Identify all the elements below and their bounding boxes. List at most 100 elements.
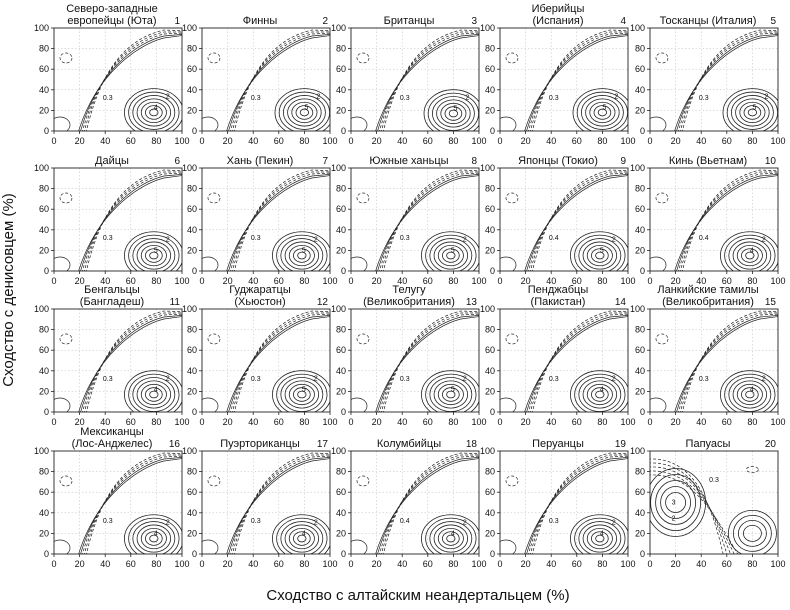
panel-frame <box>499 450 629 555</box>
panel-title: (Лос-Анджелес) <box>72 438 153 450</box>
contour-line <box>732 380 768 409</box>
panel: 0.4 2 5 0 20 40 60 80 100 0 20 40 60 80 100 9 Японцы (То… <box>480 155 636 286</box>
x-tick-label: 40 <box>248 136 258 146</box>
x-tick-label: 100 <box>174 417 189 427</box>
contour-line <box>446 534 456 543</box>
contours <box>54 169 182 271</box>
panel-frame <box>201 450 331 555</box>
contour-line <box>145 387 163 402</box>
contour-label: 5 <box>602 104 606 111</box>
contour-line <box>446 251 456 260</box>
y-tick-label: 60 <box>187 487 197 497</box>
y-tick-label: 80 <box>485 184 495 194</box>
contour-line <box>379 172 479 271</box>
contour-label: 0.3 <box>103 376 113 383</box>
panel: 0.3 2 5 0 20 40 60 80 100 0 20 40 60 80 100 3 Британцы <box>331 15 487 146</box>
contour-line <box>431 96 475 131</box>
contour-line <box>297 534 307 543</box>
contour-line <box>743 525 762 542</box>
contour-line <box>228 174 330 271</box>
contours <box>54 310 182 412</box>
contour-line <box>674 35 778 131</box>
contour-line <box>532 310 628 412</box>
panel-frame <box>649 27 779 132</box>
contours <box>650 29 778 131</box>
x-tick-label: 100 <box>322 276 337 286</box>
contour-line <box>530 31 628 131</box>
contour-line <box>678 172 778 271</box>
contour-label: 5 <box>302 248 306 255</box>
contour-line <box>132 238 176 271</box>
contour-line <box>425 373 477 412</box>
contours <box>351 29 479 131</box>
contour-line <box>280 377 324 412</box>
y-tick-label: 40 <box>336 508 346 518</box>
contour-line <box>280 521 324 554</box>
panel-number: 19 <box>615 439 627 450</box>
contour-line <box>650 462 728 554</box>
contour-line <box>232 454 330 554</box>
contour-line <box>234 169 330 271</box>
panel-number: 9 <box>620 156 626 167</box>
contour-line <box>655 333 669 345</box>
contour-line <box>574 517 626 554</box>
contour-label: 2 <box>314 237 318 244</box>
contour-label: 4 <box>600 531 604 538</box>
contour-line <box>500 116 517 131</box>
y-tick-label: 100 <box>331 23 346 33</box>
x-tick-label: 20 <box>223 276 233 286</box>
contour-line <box>207 52 221 64</box>
contour-line <box>574 373 626 412</box>
x-tick-label: 0 <box>647 417 652 427</box>
x-tick-label: 20 <box>372 276 382 286</box>
y-tick-label: 80 <box>485 325 495 335</box>
contour-line <box>524 458 628 554</box>
contour-line <box>149 390 159 399</box>
y-tick-label: 100 <box>480 23 495 33</box>
x-tick-label: 80 <box>747 559 757 569</box>
contour-line <box>145 248 163 263</box>
panel: 0.3 2 5 0 20 40 60 80 100 0 20 40 60 80 100 8 Южные хань… <box>331 155 487 286</box>
contour-label: 0.3 <box>699 95 709 102</box>
panel-title: Тосканцы (Италия) <box>660 15 757 27</box>
contour-label: 2 <box>463 237 467 244</box>
contour-label: 2 <box>612 237 616 244</box>
x-tick-label: 20 <box>75 136 85 146</box>
contour-label: 2 <box>166 375 170 382</box>
y-tick-label: 100 <box>630 446 645 456</box>
y-tick-label: 60 <box>635 345 645 355</box>
x-tick-label: 60 <box>722 276 732 286</box>
y-tick-label: 20 <box>635 528 645 538</box>
y-tick-label: 20 <box>336 386 346 396</box>
contour-line <box>722 88 778 131</box>
contour-line <box>429 521 473 554</box>
contour-line <box>437 527 464 550</box>
x-tick-label: 100 <box>322 136 337 146</box>
x-tick-label: 40 <box>696 136 706 146</box>
panel-title: европейцы (Юта) <box>67 15 156 27</box>
y-tick-label: 80 <box>187 467 197 477</box>
contour-line <box>140 101 167 124</box>
x-tick-label: 100 <box>620 417 635 427</box>
contour-line <box>202 397 219 412</box>
x-tick-label: 80 <box>747 417 757 427</box>
x-tick-label: 80 <box>299 136 309 146</box>
contour-line <box>377 315 479 412</box>
x-tick-label: 80 <box>448 276 458 286</box>
x-tick-label: 40 <box>546 276 556 286</box>
contour-line <box>436 99 471 128</box>
y-tick-label: 80 <box>635 44 645 54</box>
y-tick-label: 60 <box>336 487 346 497</box>
contour-line <box>650 397 667 412</box>
x-tick-label: 20 <box>75 417 85 427</box>
contour-label: 0.4 <box>400 518 410 525</box>
contour-label: 2 <box>314 520 318 527</box>
panel-frame <box>499 308 629 413</box>
contour-line <box>650 116 667 131</box>
contour-line <box>293 387 311 402</box>
panel: 0.3 2 5 0 20 40 60 80 100 0 20 40 60 80 100 6 Дайцы <box>34 155 190 286</box>
x-tick-label: 100 <box>174 559 189 569</box>
contours <box>202 452 330 554</box>
y-tick-label: 40 <box>485 225 495 235</box>
y-tick-label: 60 <box>336 64 346 74</box>
